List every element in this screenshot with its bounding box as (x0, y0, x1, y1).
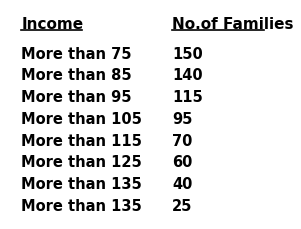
Text: No.of Families: No.of Families (172, 17, 294, 32)
Text: 70: 70 (172, 134, 193, 148)
Text: 150: 150 (172, 47, 203, 62)
Text: 60: 60 (172, 155, 193, 170)
Text: More than 105: More than 105 (21, 112, 142, 127)
Text: 25: 25 (172, 199, 193, 214)
Text: More than 125: More than 125 (21, 155, 142, 170)
Text: More than 135: More than 135 (21, 199, 142, 214)
Text: More than 95: More than 95 (21, 90, 132, 105)
Text: More than 85: More than 85 (21, 68, 132, 83)
Text: 115: 115 (172, 90, 203, 105)
Text: More than 135: More than 135 (21, 177, 142, 192)
Text: Income: Income (21, 17, 84, 32)
Text: More than 75: More than 75 (21, 47, 132, 62)
Text: 40: 40 (172, 177, 193, 192)
Text: 140: 140 (172, 68, 203, 83)
Text: More than 115: More than 115 (21, 134, 142, 148)
Text: 95: 95 (172, 112, 193, 127)
